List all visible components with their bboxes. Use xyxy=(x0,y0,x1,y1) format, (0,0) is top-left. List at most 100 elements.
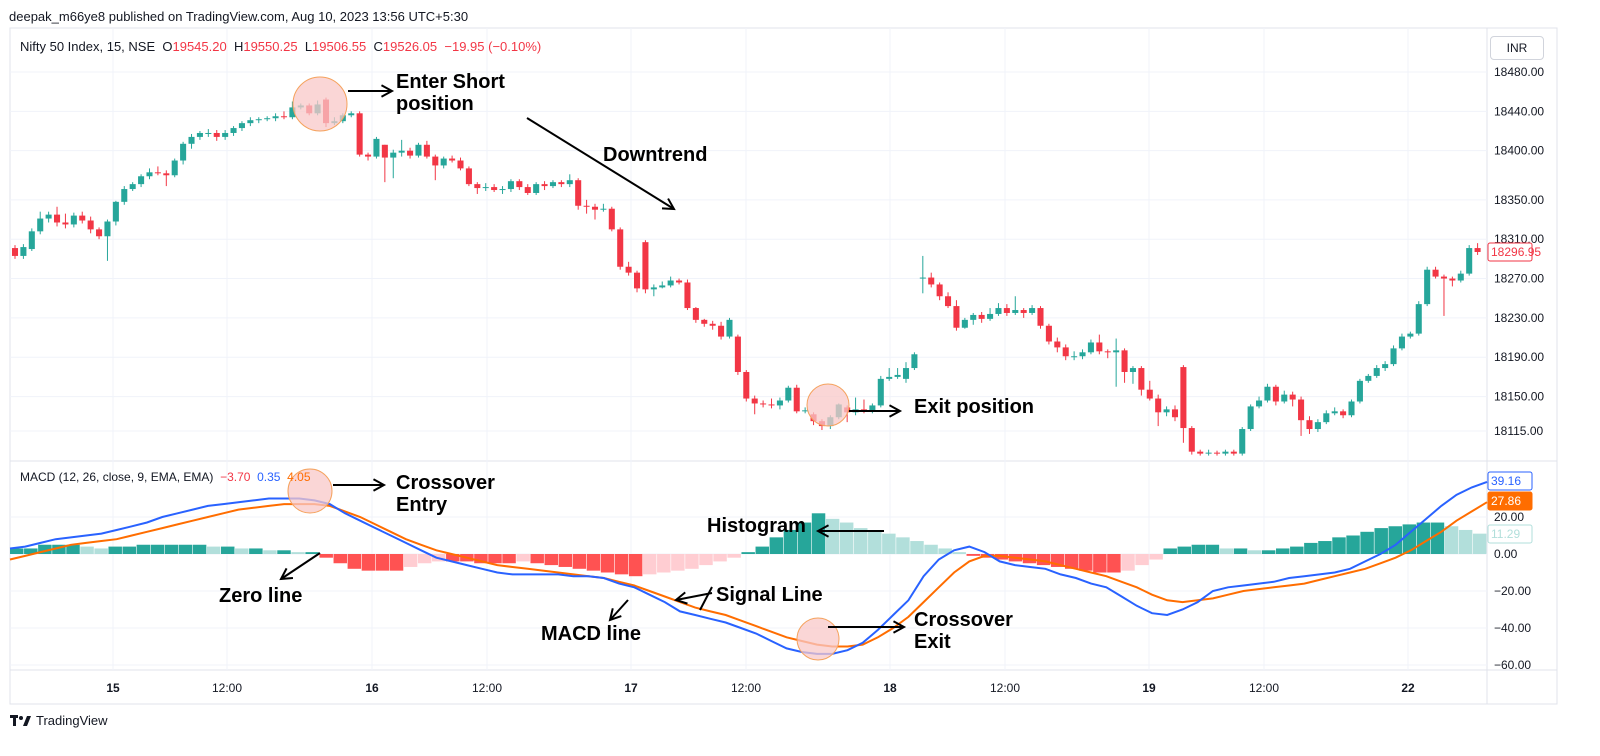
candle-body xyxy=(280,116,288,118)
time-tick-label: 17 xyxy=(624,681,638,695)
candle-body xyxy=(1222,451,1229,454)
histogram-bar xyxy=(1079,554,1093,571)
histogram-bar xyxy=(263,550,277,554)
histogram-bar xyxy=(235,548,249,554)
candle xyxy=(1281,390,1288,404)
histogram-bar xyxy=(797,522,812,554)
candle xyxy=(1340,409,1347,419)
candle xyxy=(482,183,489,192)
candle-body xyxy=(1020,310,1027,313)
candle xyxy=(886,368,893,381)
candle-body xyxy=(423,144,430,157)
candle-body xyxy=(87,220,94,230)
candle-body xyxy=(104,221,111,237)
macd-tick-label: 0.00 xyxy=(1494,547,1518,561)
candle-body xyxy=(238,123,245,129)
candle-body xyxy=(28,231,35,250)
publish-line: deepak_m66ye8 published on TradingView.c… xyxy=(9,9,469,24)
candle-body xyxy=(1096,342,1103,352)
candle-body xyxy=(1415,304,1422,334)
candle xyxy=(465,166,472,187)
candle-body xyxy=(1256,400,1263,407)
signal-line-label: Signal Line xyxy=(716,584,823,606)
candle xyxy=(566,174,573,188)
candle-body xyxy=(676,280,683,283)
candle-body xyxy=(196,132,203,137)
candle-body xyxy=(1390,348,1397,365)
histogram-arrow xyxy=(815,524,884,538)
candle xyxy=(45,211,52,223)
candle xyxy=(1180,365,1187,443)
macd-line-arrow xyxy=(608,599,629,622)
crossover-entry-arrow-head xyxy=(372,478,387,492)
currency-button[interactable]: INR xyxy=(1490,36,1544,60)
candle-body xyxy=(1356,380,1363,402)
candle xyxy=(1457,270,1464,283)
candle-body xyxy=(457,160,464,169)
last-price-tag-box xyxy=(1487,242,1533,262)
axis-layer: 18480.0018440.0018400.0018350.0018310.00… xyxy=(106,65,1544,695)
histogram-bar xyxy=(966,554,980,556)
low-label: L xyxy=(304,39,313,54)
candle xyxy=(272,113,279,122)
ohlc-header: Nifty 50 Index, 15, NSE O19545.20 H19550… xyxy=(20,39,541,54)
histogram-bar xyxy=(122,546,136,554)
signal-line-arrow-shaft xyxy=(675,592,713,601)
candle xyxy=(1365,373,1372,383)
candle-body xyxy=(902,368,910,379)
histogram-bar xyxy=(446,554,460,562)
candle-body xyxy=(222,132,229,137)
footer-brand: TradingView xyxy=(36,713,108,728)
candle xyxy=(701,318,708,327)
candle xyxy=(390,149,397,179)
symbol-title[interactable]: Nifty 50 Index, 15, NSE xyxy=(20,39,156,54)
candle xyxy=(1104,349,1111,359)
candle xyxy=(549,180,556,189)
candle xyxy=(743,370,750,402)
candle xyxy=(1247,404,1254,431)
candle xyxy=(600,203,607,212)
candle-body xyxy=(1188,428,1195,452)
downtrend-arrow-head xyxy=(661,198,676,211)
candle-body xyxy=(1365,375,1372,381)
candle-body xyxy=(802,410,809,412)
candle-body xyxy=(1121,350,1128,372)
candle xyxy=(213,130,220,141)
histogram-bar xyxy=(361,554,376,571)
candle-body xyxy=(205,132,212,134)
candle-body xyxy=(768,404,775,406)
histogram-bar xyxy=(1318,541,1332,554)
candle-body xyxy=(583,205,590,207)
candle-body xyxy=(1180,367,1187,429)
exit-position-label: Exit position xyxy=(914,396,1034,418)
candle-body xyxy=(1314,422,1321,430)
candle xyxy=(785,385,792,403)
crossover-exit-highlight xyxy=(796,617,840,661)
candle xyxy=(1230,449,1237,456)
candle-body xyxy=(701,319,708,324)
candle-body xyxy=(1054,341,1061,348)
candle xyxy=(28,228,35,252)
candle-body xyxy=(987,313,994,319)
candle-body xyxy=(138,176,145,185)
downtrend-arrow-shaft xyxy=(526,117,675,210)
histogram-bar xyxy=(1247,550,1262,554)
candle xyxy=(953,300,960,331)
candle-body xyxy=(79,215,86,221)
candle xyxy=(146,168,153,180)
candle-body xyxy=(575,180,582,206)
candle xyxy=(1314,419,1321,432)
macd-legend[interactable]: MACD (12, 26, close, 9, EMA, EMA) −3.70 … xyxy=(20,470,311,484)
tradingview-footer[interactable]: TradingView xyxy=(10,713,108,728)
candle xyxy=(121,186,128,205)
time-tick-label: 16 xyxy=(365,681,379,695)
candle-body xyxy=(54,214,61,223)
candle-body xyxy=(1407,333,1414,337)
histogram-bar xyxy=(389,554,404,571)
crossover-entry-arrow xyxy=(333,478,387,492)
time-tick-label: 12:00 xyxy=(731,681,761,695)
price-tick-label: 18400.00 xyxy=(1494,144,1544,158)
candle-body xyxy=(961,319,968,328)
candle xyxy=(398,139,405,157)
